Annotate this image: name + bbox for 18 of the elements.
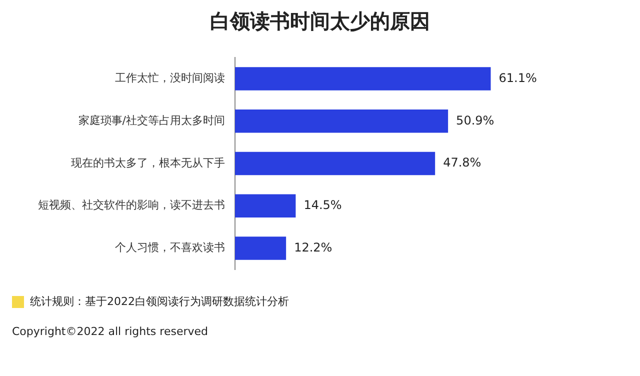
bar	[235, 194, 296, 218]
y-tick-label: 家庭琐事/社交等占用太多时间	[78, 114, 225, 127]
chart-title: 白领读书时间太少的原因	[209, 8, 431, 35]
y-tick-label: 现在的书太多了，根本无从下手	[71, 156, 225, 170]
text: Copyright©2022 all rights reserved	[12, 325, 208, 338]
data-label: 50.9%	[456, 113, 494, 128]
bar	[235, 152, 436, 176]
bar	[235, 109, 448, 133]
bar	[235, 67, 491, 90]
data-label: 12.2%	[294, 240, 332, 254]
y-tick-label: 短视频、社交软件的影响，读不进去书	[38, 198, 225, 212]
bar	[235, 236, 286, 260]
data-label: 14.5%	[304, 198, 342, 212]
data-label: 61.1%	[498, 70, 537, 85]
y-tick-label: 工作太忙，没时间阅读	[115, 72, 225, 85]
text: 统计规则：基于2022白领阅读行为调研数据统计分析	[30, 294, 289, 309]
y-tick-label: 个人习惯，不喜欢读书	[115, 241, 225, 254]
data-label: 47.8%	[443, 156, 482, 170]
